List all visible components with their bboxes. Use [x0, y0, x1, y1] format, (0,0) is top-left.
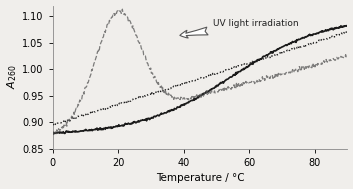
Y-axis label: $A_{260}$: $A_{260}$ [6, 65, 19, 89]
X-axis label: Temperature / °C: Temperature / °C [156, 174, 244, 184]
Text: UV light irradiation: UV light irradiation [180, 19, 299, 38]
